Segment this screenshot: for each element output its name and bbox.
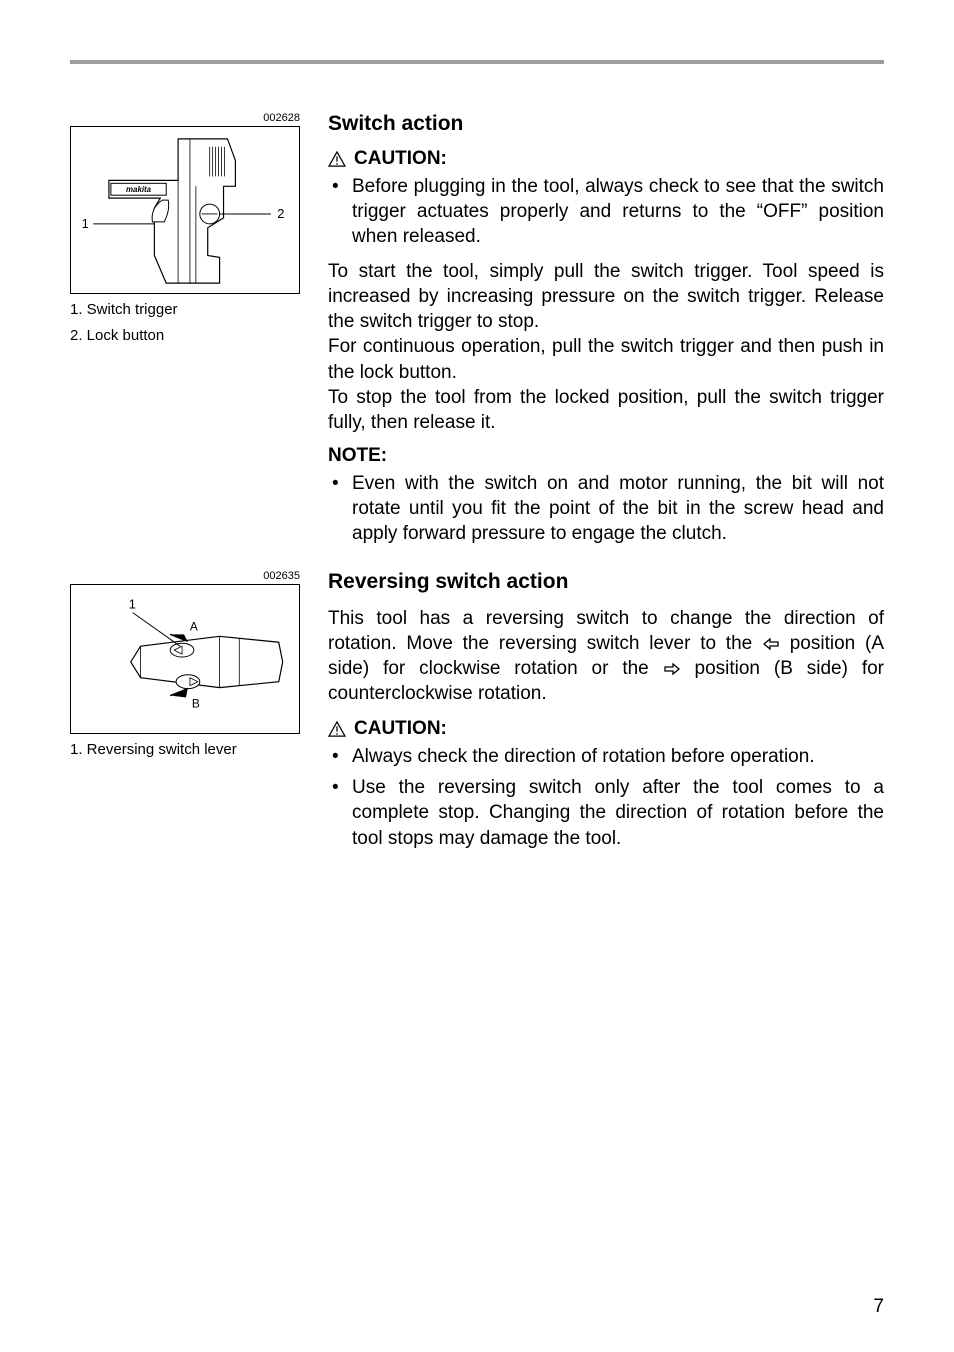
caution-item: Always check the direction of rotation b… xyxy=(352,744,884,769)
brand-logo: makita xyxy=(126,185,152,194)
para: For continuous operation, pull the switc… xyxy=(328,334,884,384)
figure-1-callout-1: 1 xyxy=(82,216,89,231)
top-rule xyxy=(70,60,884,64)
caution-line-2: CAUTION: xyxy=(328,718,884,740)
para: To stop the tool from the locked positio… xyxy=(328,385,884,435)
figure-2-caption-1: 1. Reversing switch lever xyxy=(70,740,300,760)
figure-1-callout-2: 2 xyxy=(277,206,284,221)
reversing-text: Reversing switch action This tool has a … xyxy=(328,570,884,857)
note-list: Even with the switch on and motor runnin… xyxy=(328,471,884,546)
figure-2-code: 002635 xyxy=(70,570,300,582)
caution-item: Before plugging in the tool, always chec… xyxy=(352,174,884,249)
caution-list: Before plugging in the tool, always chec… xyxy=(328,174,884,249)
note-label: NOTE: xyxy=(328,445,884,467)
switch-action-text: Switch action CAUTION: Before plugging i… xyxy=(328,112,884,552)
note-item: Even with the switch on and motor runnin… xyxy=(352,471,884,546)
warning-icon xyxy=(328,721,346,737)
section-reversing: 002635 1 A xyxy=(70,570,884,857)
para: To start the tool, simply pull the switc… xyxy=(328,259,884,334)
figure-2-box: 1 A B xyxy=(70,584,300,734)
figure-2-column: 002635 1 A xyxy=(70,570,300,857)
caution-line: CAUTION: xyxy=(328,148,884,170)
figure-1-caption-2: 2. Lock button xyxy=(70,326,300,346)
figure-1-caption-1: 1. Switch trigger xyxy=(70,300,300,320)
caution-item: Use the reversing switch only after the … xyxy=(352,775,884,850)
figure-1-illustration: makita 1 2 xyxy=(71,127,299,293)
figure-1-box: makita 1 2 xyxy=(70,126,300,294)
warning-icon xyxy=(328,151,346,167)
heading-switch-action: Switch action xyxy=(328,112,884,136)
arrow-left-icon xyxy=(762,637,780,651)
caution-list-2: Always check the direction of rotation b… xyxy=(328,744,884,850)
figure-2-callout-1: 1 xyxy=(129,597,136,612)
figure-1-code: 002628 xyxy=(70,112,300,124)
section-switch-action: 002628 makita xyxy=(70,112,884,552)
figure-2-label-a: A xyxy=(190,619,198,633)
caution-label-2: CAUTION: xyxy=(354,718,447,740)
page-number: 7 xyxy=(873,1296,884,1318)
figure-1-column: 002628 makita xyxy=(70,112,300,552)
arrow-right-icon xyxy=(663,662,681,676)
heading-reversing: Reversing switch action xyxy=(328,570,884,594)
caution-label: CAUTION: xyxy=(354,148,447,170)
figure-2-illustration: 1 A B xyxy=(71,585,299,733)
page: 002628 makita xyxy=(0,0,954,1352)
reversing-para: This tool has a reversing switch to chan… xyxy=(328,606,884,706)
figure-2-label-b: B xyxy=(192,696,200,710)
